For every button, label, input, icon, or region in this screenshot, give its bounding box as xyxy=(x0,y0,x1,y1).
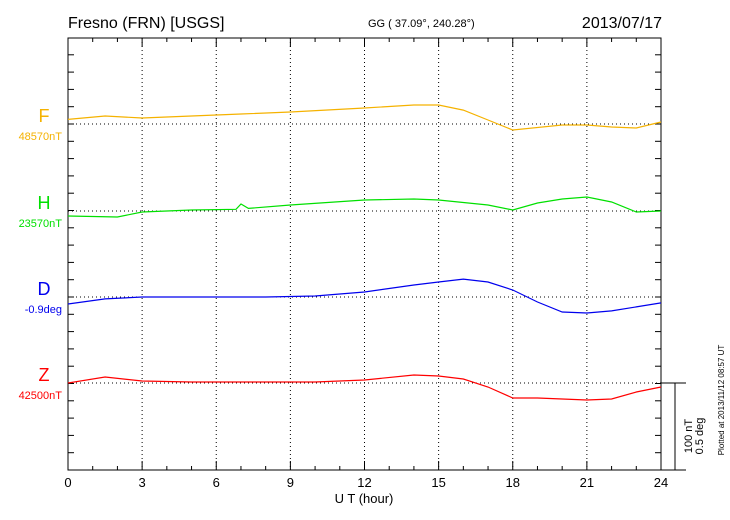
baseline-label-H: 23570nT xyxy=(19,218,63,230)
x-tick-label: 24 xyxy=(654,475,668,490)
series-line-D xyxy=(67,278,662,314)
series-line-H xyxy=(67,196,662,218)
baseline-label-F: 48570nT xyxy=(19,131,63,143)
plotted-note: Plotted at 2013/11/12 08:57 UT xyxy=(717,345,726,456)
series-name-D: D xyxy=(38,279,51,299)
x-tick-label: 15 xyxy=(431,475,445,490)
chart-title: Fresno (FRN) [USGS] xyxy=(68,15,224,32)
baseline-label-D: -0.9deg xyxy=(25,304,62,316)
baseline-label-Z: 42500nT xyxy=(19,390,63,402)
series-name-Z: Z xyxy=(39,365,50,385)
x-tick-label: 9 xyxy=(287,475,294,490)
x-axis-label: U T (hour) xyxy=(335,491,394,506)
x-tick-label: 21 xyxy=(580,475,594,490)
date-label: 2013/07/17 xyxy=(582,15,662,32)
x-tick-label: 6 xyxy=(213,475,220,490)
scale-label-nT: 100 nT xyxy=(683,419,695,454)
x-tick-label: 3 xyxy=(139,475,146,490)
scale-label-deg: 0.5 deg xyxy=(694,418,706,455)
x-tick-label: 0 xyxy=(64,475,71,490)
coords-label: GG ( 37.09°, 240.28°) xyxy=(368,18,475,30)
series-line-F xyxy=(67,104,662,131)
series-line-Z xyxy=(67,374,662,401)
x-tick-label: 18 xyxy=(506,475,520,490)
x-tick-label: 12 xyxy=(357,475,371,490)
series-name-H: H xyxy=(38,193,51,213)
series-name-F: F xyxy=(39,106,50,126)
